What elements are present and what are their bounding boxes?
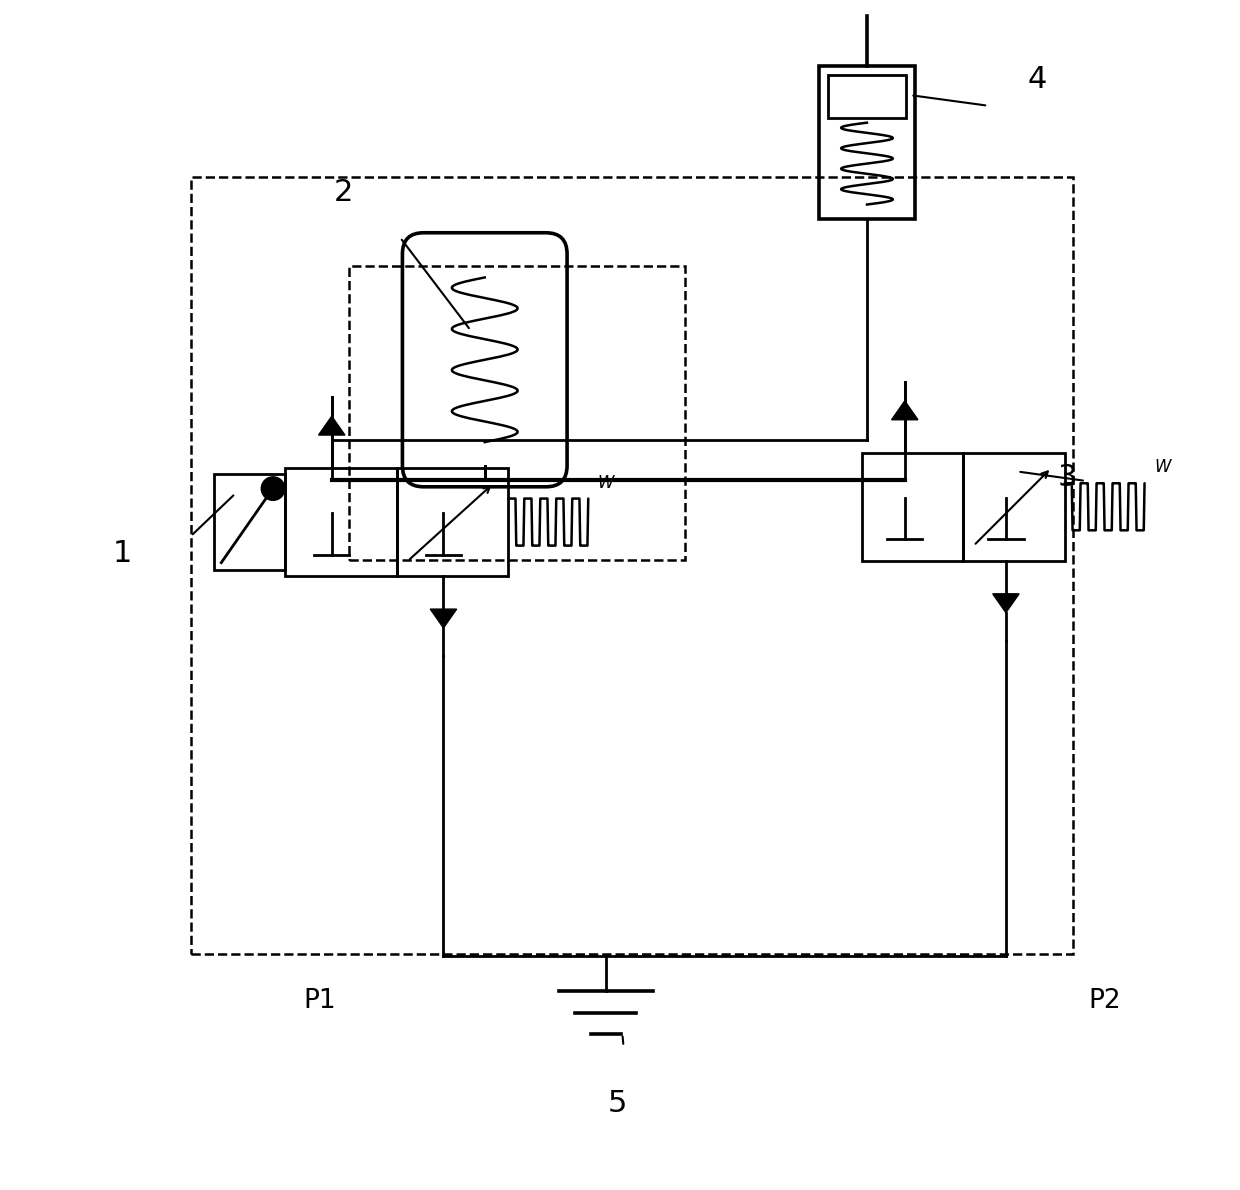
Text: 4: 4: [1028, 65, 1048, 94]
Bar: [818, 65, 915, 219]
Text: 3: 3: [1058, 463, 1076, 491]
Text: W: W: [1154, 458, 1171, 476]
Text: P1: P1: [304, 988, 336, 1014]
Bar: [350, 265, 684, 559]
Text: 5: 5: [608, 1089, 627, 1117]
Text: P2: P2: [1089, 988, 1121, 1014]
Bar: [191, 177, 1073, 953]
Polygon shape: [319, 416, 345, 436]
Bar: [397, 468, 508, 576]
Text: 1: 1: [113, 539, 133, 569]
Bar: [828, 75, 905, 118]
Bar: [285, 468, 397, 576]
Polygon shape: [430, 609, 456, 628]
Polygon shape: [892, 401, 918, 420]
Text: 2: 2: [334, 178, 353, 207]
Bar: [963, 452, 1065, 560]
Circle shape: [262, 477, 285, 500]
Text: W: W: [598, 474, 614, 491]
Polygon shape: [993, 594, 1019, 613]
Bar: [862, 452, 963, 560]
Bar: [215, 475, 285, 570]
